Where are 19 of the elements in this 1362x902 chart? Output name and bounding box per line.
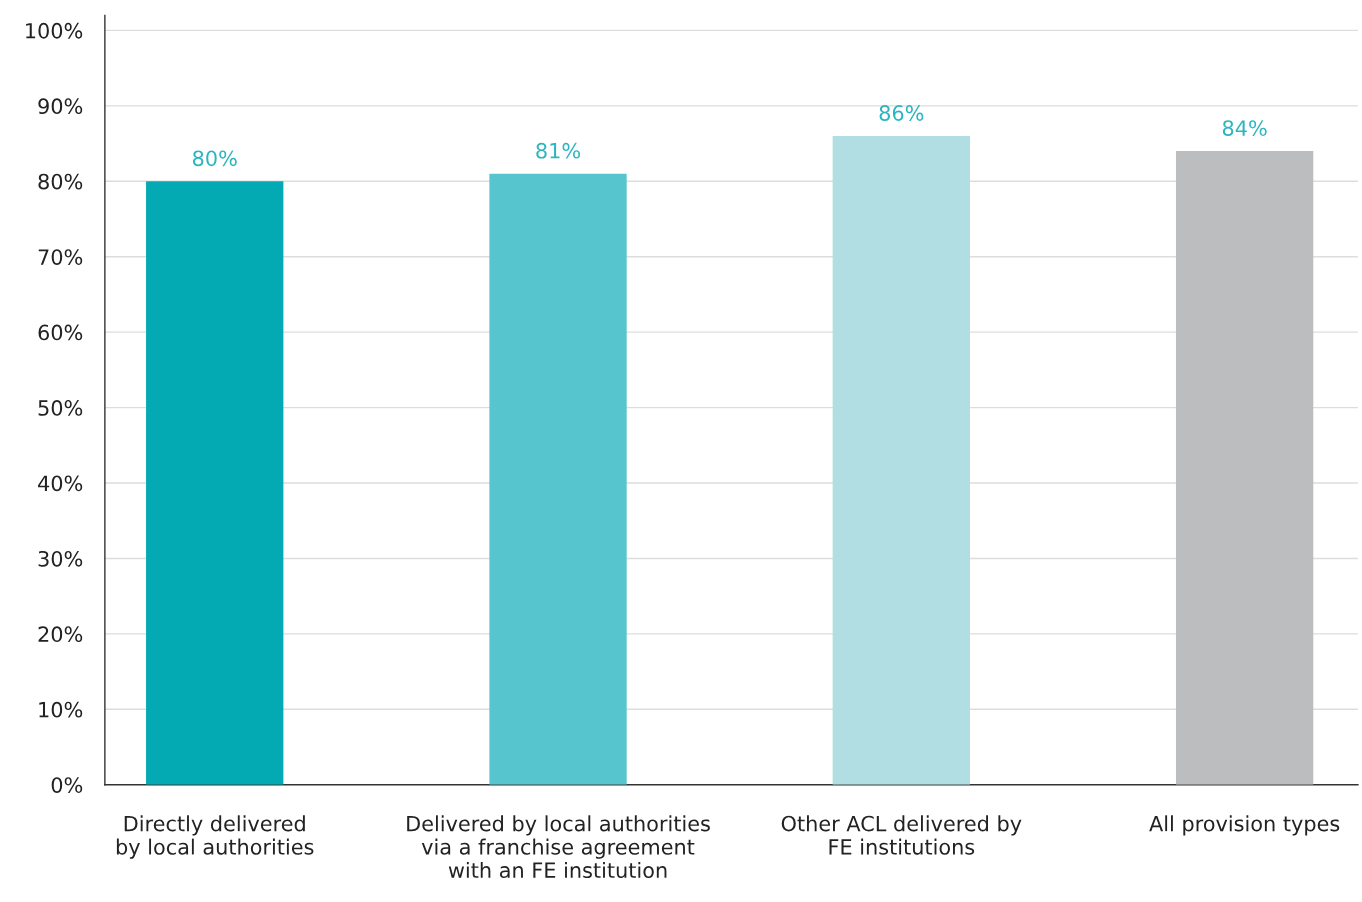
y-tick-label: 100% — [26, 22, 83, 39]
y-tick-label: 60% — [38, 324, 83, 341]
x-tick-label: Other ACL delivered by FE institutions — [781, 815, 1022, 855]
data-label: 80% — [192, 150, 237, 167]
y-tick-label: 10% — [39, 701, 83, 718]
x-tick-label: Delivered by local authorities via a franchise agreement with an FE institution — [407, 815, 710, 879]
y-tick-label: 40% — [38, 475, 83, 492]
data-label: 86% — [879, 105, 924, 121]
y-tick-label: 30% — [38, 550, 83, 567]
y-tick-label: 90% — [38, 98, 83, 115]
y-tick-label: 70% — [38, 249, 83, 265]
data-label: 81% — [536, 142, 581, 159]
x-tick-label: Directly delivered by local authorities — [116, 815, 314, 859]
y-tick-label: 50% — [38, 400, 83, 416]
data-label: 84% — [1222, 120, 1267, 136]
y-tick-label: 20% — [38, 626, 83, 643]
x-tick-label: All provision types — [1149, 815, 1340, 836]
y-tick-label: 80% — [38, 173, 83, 190]
y-tick-label: 0% — [51, 777, 83, 793]
